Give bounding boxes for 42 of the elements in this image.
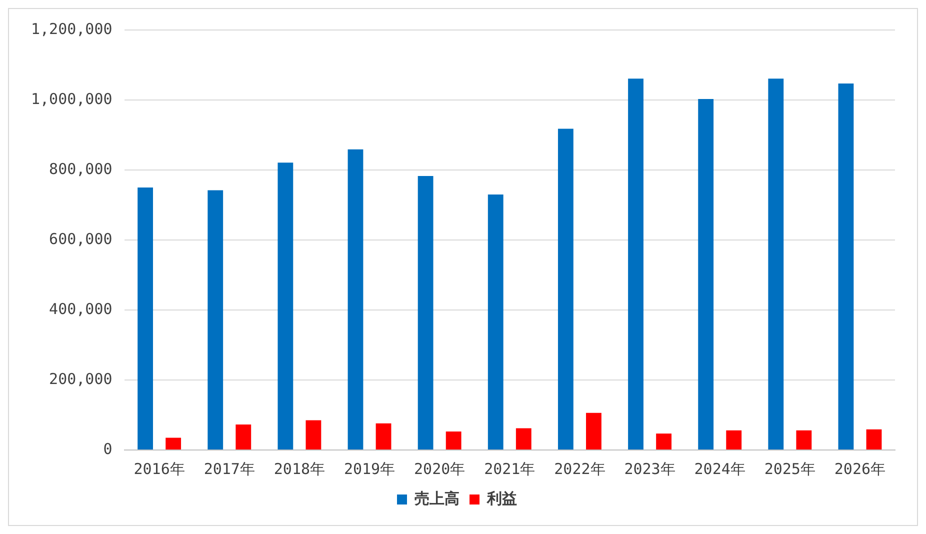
legend-label: 利益 — [486, 489, 517, 508]
bar — [768, 78, 784, 450]
y-tick-label: 1,000,000 — [30, 90, 112, 108]
bar — [278, 162, 294, 450]
bar — [516, 428, 532, 450]
legend-label: 売上高 — [414, 489, 460, 508]
bar — [418, 176, 434, 450]
y-tick-label: 400,000 — [49, 300, 112, 318]
y-tick-label: 200,000 — [49, 370, 112, 388]
y-tick-label: 800,000 — [49, 160, 112, 178]
bar — [376, 423, 392, 450]
bar — [698, 98, 714, 450]
x-tick-label: 2026年 — [834, 460, 886, 478]
x-tick-label: 2023年 — [624, 460, 676, 478]
x-tick-label: 2019年 — [344, 460, 396, 478]
bar — [166, 438, 182, 450]
x-tick-label: 2017年 — [204, 460, 255, 478]
bar — [628, 78, 644, 450]
bar — [138, 188, 154, 450]
bar — [488, 194, 504, 450]
bar — [586, 412, 602, 450]
bar — [726, 430, 742, 450]
x-tick-label: 2025年 — [764, 460, 816, 478]
x-tick-label: 2021年 — [484, 460, 536, 478]
bar — [446, 431, 462, 450]
x-tick-label: 2024年 — [694, 460, 746, 478]
bar — [838, 84, 854, 450]
bar — [348, 149, 364, 450]
bar — [306, 420, 322, 450]
bar — [208, 190, 224, 450]
bar — [558, 128, 574, 450]
bar — [866, 429, 882, 450]
bar — [796, 430, 812, 450]
y-tick-label: 0 — [103, 440, 112, 458]
x-tick-label: 2016年 — [134, 460, 185, 478]
y-tick-label: 1,200,000 — [30, 20, 112, 38]
bar — [236, 424, 252, 450]
x-tick-label: 2022年 — [554, 460, 606, 478]
y-tick-label: 600,000 — [49, 230, 112, 248]
bar — [656, 434, 672, 450]
x-tick-label: 2018年 — [274, 460, 326, 478]
x-tick-label: 2020年 — [414, 460, 466, 478]
